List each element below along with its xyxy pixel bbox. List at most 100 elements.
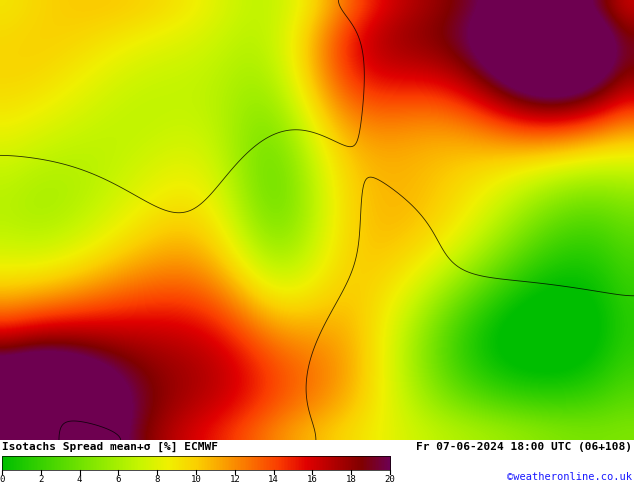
Text: 18: 18 (346, 475, 356, 484)
Bar (107, 456, 108, 470)
Bar (240, 456, 242, 470)
Bar (220, 456, 223, 470)
Bar (340, 456, 342, 470)
Bar (18, 456, 21, 470)
Bar (32, 456, 34, 470)
Bar (262, 456, 265, 470)
Bar (6, 456, 9, 470)
Bar (290, 456, 292, 470)
Bar (155, 456, 157, 470)
Bar (34, 456, 36, 470)
Bar (133, 456, 134, 470)
Bar (171, 456, 172, 470)
Bar (322, 456, 324, 470)
Bar (158, 456, 160, 470)
Bar (10, 456, 11, 470)
Bar (51, 456, 53, 470)
Bar (26, 456, 29, 470)
Bar (23, 456, 25, 470)
Bar (337, 456, 339, 470)
Bar (366, 456, 368, 470)
Bar (225, 456, 227, 470)
Bar (199, 456, 201, 470)
Bar (381, 456, 383, 470)
Bar (245, 456, 247, 470)
Bar (17, 456, 19, 470)
Text: ©weatheronline.co.uk: ©weatheronline.co.uk (507, 472, 632, 482)
Bar (359, 456, 362, 470)
Bar (131, 456, 133, 470)
Bar (94, 456, 96, 470)
Bar (61, 456, 63, 470)
Bar (295, 456, 297, 470)
Bar (230, 456, 231, 470)
Bar (320, 456, 322, 470)
Bar (358, 456, 360, 470)
Bar (373, 456, 375, 470)
Bar (217, 456, 219, 470)
Bar (292, 456, 294, 470)
Bar (52, 456, 54, 470)
Text: 14: 14 (268, 475, 279, 484)
Bar (325, 456, 327, 470)
Bar (173, 456, 175, 470)
Bar (184, 456, 186, 470)
Bar (311, 456, 313, 470)
Bar (332, 456, 334, 470)
Bar (305, 456, 307, 470)
Bar (258, 456, 260, 470)
Text: 10: 10 (191, 475, 202, 484)
Bar (379, 456, 382, 470)
Bar (367, 456, 369, 470)
Bar (167, 456, 169, 470)
Bar (355, 456, 357, 470)
Bar (93, 456, 95, 470)
Bar (67, 456, 69, 470)
Bar (196, 456, 198, 470)
Bar (344, 456, 347, 470)
Bar (260, 456, 262, 470)
Bar (208, 456, 210, 470)
Bar (270, 456, 272, 470)
Bar (198, 456, 200, 470)
Text: Isotachs Spread mean+σ [%] ECMWF: Isotachs Spread mean+σ [%] ECMWF (2, 442, 218, 452)
Bar (273, 456, 275, 470)
Bar (387, 456, 389, 470)
Bar (44, 456, 46, 470)
Bar (280, 456, 281, 470)
Bar (233, 456, 235, 470)
Bar (349, 456, 351, 470)
Bar (99, 456, 101, 470)
Bar (129, 456, 131, 470)
Bar (2, 456, 4, 470)
Bar (148, 456, 150, 470)
Bar (91, 456, 93, 470)
Bar (372, 456, 374, 470)
Bar (365, 456, 366, 470)
Bar (29, 456, 31, 470)
Bar (375, 456, 377, 470)
Bar (205, 456, 207, 470)
Bar (187, 456, 189, 470)
Bar (266, 456, 268, 470)
Bar (301, 456, 302, 470)
Text: 20: 20 (385, 475, 396, 484)
Bar (134, 456, 136, 470)
Bar (185, 456, 188, 470)
Bar (84, 456, 86, 470)
Bar (254, 456, 256, 470)
Bar (331, 456, 333, 470)
Bar (214, 456, 216, 470)
Bar (309, 456, 312, 470)
Bar (8, 456, 10, 470)
Bar (137, 456, 139, 470)
Bar (172, 456, 174, 470)
Bar (165, 456, 168, 470)
Bar (157, 456, 158, 470)
Text: 6: 6 (116, 475, 121, 484)
Bar (243, 456, 245, 470)
Text: 0: 0 (0, 475, 4, 484)
Bar (79, 456, 81, 470)
Bar (342, 456, 344, 470)
Bar (103, 456, 106, 470)
